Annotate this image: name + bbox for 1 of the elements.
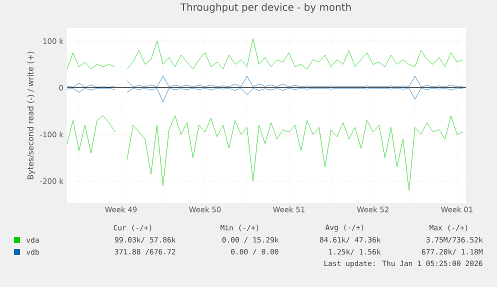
chart-title: Throughput per device - by month [180,3,351,13]
